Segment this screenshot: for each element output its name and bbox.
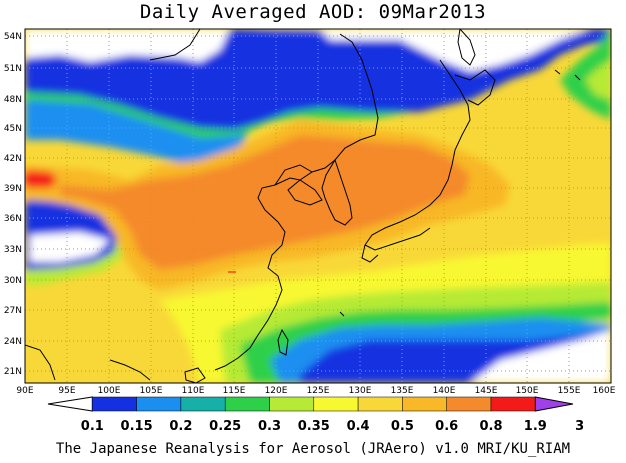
lat-tick-label: 27N bbox=[4, 306, 22, 316]
lat-tick-label: 21N bbox=[4, 367, 22, 377]
aod-field bbox=[25, 29, 611, 383]
lon-tick-label: 130E bbox=[349, 386, 372, 396]
lat-tick-label: 45N bbox=[4, 124, 22, 134]
lat-tick-label: 24N bbox=[4, 337, 22, 347]
colorbar-label: 0.1 bbox=[81, 419, 104, 434]
lon-tick-label: 135E bbox=[391, 386, 414, 396]
lon-tick-label: 95E bbox=[58, 386, 75, 396]
lon-tick-label: 100E bbox=[98, 386, 121, 396]
lat-tick-label: 48N bbox=[4, 95, 22, 105]
colorbar-label: 0.6 bbox=[435, 419, 458, 434]
lon-tick-label: 150E bbox=[516, 386, 539, 396]
colorbar-segment bbox=[92, 396, 137, 412]
colorbar-segment bbox=[224, 396, 270, 412]
footer-credit: The Japanese Reanalysis for Aerosol (JRA… bbox=[55, 441, 571, 457]
lon-tick-label: 145E bbox=[475, 386, 498, 396]
lat-tick-label: 42N bbox=[4, 154, 22, 164]
lon-tick-label: 125E bbox=[307, 386, 330, 396]
lon-tick-labels: 90E 95E 100E 105E 110E 115E 120E 125E 13… bbox=[16, 386, 615, 396]
lat-tick-label: 36N bbox=[4, 214, 22, 224]
grid bbox=[25, 29, 611, 383]
colorbar-label: 0.15 bbox=[121, 419, 153, 434]
coastlines bbox=[25, 29, 581, 383]
colorbar-label: 0.25 bbox=[209, 419, 241, 434]
colorbar-label: 0.2 bbox=[169, 419, 192, 434]
lon-tick-label: 160E bbox=[593, 386, 616, 396]
lat-tick-labels: 54N 51N 48N 45N 42N 39N 36N 33N 30N 27N … bbox=[4, 32, 22, 377]
lon-tick-label: 140E bbox=[433, 386, 456, 396]
colorbar-segment bbox=[490, 396, 536, 412]
lon-tick-label: 110E bbox=[182, 386, 205, 396]
lat-tick-label: 30N bbox=[4, 276, 22, 286]
colorbar-segment bbox=[136, 396, 182, 412]
colorbar-label: 0.8 bbox=[479, 419, 502, 434]
lat-tick-label: 54N bbox=[4, 32, 22, 42]
colorbar-label: 0.35 bbox=[298, 419, 330, 434]
colorbar: 0.1 0.15 0.2 0.25 0.3 0.35 0.4 0.5 0.6 0.8 1.9 3 bbox=[47, 396, 584, 434]
lon-tick-label: 120E bbox=[265, 386, 288, 396]
lat-tick-label: 39N bbox=[4, 184, 22, 194]
colorbar-segment bbox=[269, 396, 315, 412]
lon-tick-label: 105E bbox=[140, 386, 163, 396]
colorbar-segment bbox=[47, 396, 93, 412]
colorbar-label: 1.9 bbox=[524, 419, 547, 434]
colorbar-segment bbox=[313, 396, 359, 412]
lon-tick-label: 155E bbox=[558, 386, 581, 396]
colorbar-label: 3 bbox=[575, 419, 584, 434]
colorbar-label: 0.3 bbox=[258, 419, 281, 434]
colorbar-segment bbox=[534, 396, 574, 412]
map-title: Daily Averaged AOD: 09Mar2013 bbox=[139, 1, 487, 23]
map-frame bbox=[24, 28, 612, 384]
lat-tick-label: 33N bbox=[4, 245, 22, 255]
colorbar-label: 0.4 bbox=[347, 419, 370, 434]
colorbar-segment bbox=[357, 396, 403, 412]
colorbar-label: 0.5 bbox=[391, 419, 414, 434]
colorbar-segment bbox=[446, 396, 492, 412]
colorbar-segment bbox=[180, 396, 226, 412]
colorbar-segment bbox=[402, 396, 447, 412]
lon-tick-label: 115E bbox=[223, 386, 246, 396]
lon-tick-label: 90E bbox=[16, 386, 33, 396]
lat-tick-label: 51N bbox=[4, 64, 22, 74]
